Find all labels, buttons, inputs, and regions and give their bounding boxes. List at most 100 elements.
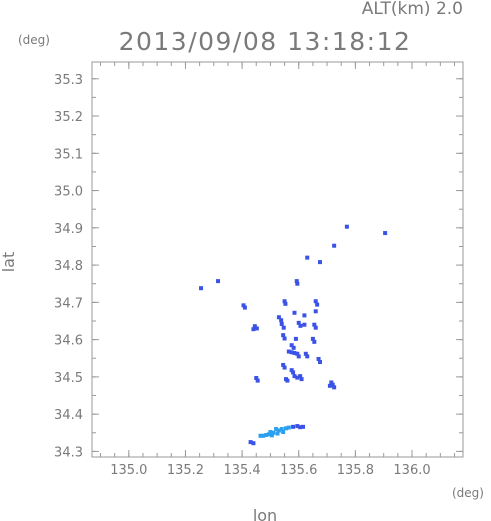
echo-point-39 bbox=[292, 351, 297, 356]
x-unit-label: (deg) bbox=[452, 486, 484, 500]
echo-point-76 bbox=[258, 433, 263, 438]
echo-point-20 bbox=[279, 321, 284, 326]
echo-point-79 bbox=[268, 430, 273, 435]
y-tick-label-5: 34.8 bbox=[54, 259, 83, 274]
x-tick-label-1: 135.2 bbox=[167, 463, 204, 478]
echo-point-75 bbox=[261, 433, 266, 438]
echo-point-26 bbox=[254, 326, 259, 331]
echo-point-52 bbox=[298, 374, 303, 379]
echo-point-31 bbox=[282, 336, 287, 341]
echo-point-19 bbox=[279, 318, 284, 323]
x-tick-label-0: 135.0 bbox=[110, 463, 147, 478]
echo-point-3 bbox=[305, 255, 310, 260]
echo-point-41 bbox=[296, 354, 301, 359]
echo-point-66 bbox=[286, 425, 291, 430]
echo-point-42 bbox=[303, 351, 308, 356]
echo-point-65 bbox=[291, 424, 296, 429]
echo-point-64 bbox=[300, 424, 305, 429]
echo-point-23 bbox=[298, 323, 303, 328]
echo-point-57 bbox=[255, 378, 260, 383]
echo-point-47 bbox=[282, 365, 287, 370]
echo-point-30 bbox=[281, 333, 286, 338]
echo-point-29 bbox=[313, 325, 318, 330]
echo-point-15 bbox=[313, 309, 318, 314]
echo-point-59 bbox=[330, 382, 335, 387]
x-tick-label-5: 136.0 bbox=[393, 463, 430, 478]
echo-point-50 bbox=[292, 374, 297, 379]
echo-point-35 bbox=[289, 343, 294, 348]
echo-point-78 bbox=[283, 426, 288, 431]
echo-point-21 bbox=[281, 325, 286, 330]
echo-point-45 bbox=[317, 359, 322, 364]
echo-point-17 bbox=[302, 313, 307, 318]
echo-point-44 bbox=[316, 356, 321, 361]
echo-point-60 bbox=[327, 383, 332, 388]
y-unit-label: (deg) bbox=[18, 33, 50, 47]
echo-point-37 bbox=[286, 349, 291, 354]
radar-echoes bbox=[199, 224, 388, 446]
echo-point-72 bbox=[269, 433, 274, 438]
echo-point-71 bbox=[271, 430, 276, 435]
x-axis-label: lon bbox=[253, 506, 277, 521]
axis-ticks bbox=[92, 62, 463, 457]
echo-point-10 bbox=[242, 305, 247, 310]
echo-point-27 bbox=[251, 327, 256, 332]
echo-point-43 bbox=[305, 354, 310, 359]
echo-point-38 bbox=[289, 350, 294, 355]
echo-point-73 bbox=[267, 432, 272, 437]
echo-point-58 bbox=[329, 380, 334, 385]
echo-point-56 bbox=[254, 376, 259, 380]
echo-point-11 bbox=[282, 299, 287, 304]
echo-point-25 bbox=[252, 324, 257, 329]
echo-point-68 bbox=[281, 430, 286, 435]
echo-point-32 bbox=[293, 336, 298, 341]
echo-point-1 bbox=[383, 231, 388, 236]
echo-point-49 bbox=[291, 370, 296, 375]
echo-point-62 bbox=[295, 424, 300, 429]
echo-point-8 bbox=[295, 281, 300, 286]
echo-point-77 bbox=[274, 427, 279, 432]
x-tick-label-4: 135.8 bbox=[337, 463, 374, 478]
echo-point-51 bbox=[295, 375, 300, 380]
x-tick-label-3: 135.6 bbox=[280, 463, 317, 478]
echo-point-34 bbox=[312, 339, 317, 344]
echo-point-55 bbox=[285, 378, 290, 383]
echo-point-40 bbox=[295, 351, 300, 356]
echo-point-7 bbox=[294, 279, 299, 284]
y-axis-label: lat bbox=[0, 252, 18, 273]
y-tick-label-3: 34.6 bbox=[54, 334, 83, 349]
echo-point-13 bbox=[313, 299, 318, 304]
echo-point-0 bbox=[344, 224, 349, 229]
altitude-label: ALT(km) 2.0 bbox=[362, 0, 463, 19]
y-tick-label-8: 35.1 bbox=[54, 147, 83, 162]
echo-point-5 bbox=[216, 279, 221, 284]
echo-point-70 bbox=[275, 431, 280, 436]
echo-point-4 bbox=[317, 260, 322, 265]
echo-point-36 bbox=[291, 345, 296, 350]
y-tick-label-4: 34.7 bbox=[54, 296, 83, 311]
echo-point-22 bbox=[296, 320, 301, 325]
echo-point-33 bbox=[310, 336, 315, 341]
echo-point-6 bbox=[199, 286, 204, 291]
echo-point-81 bbox=[251, 441, 256, 446]
y-tick-label-6: 34.9 bbox=[54, 222, 83, 237]
echo-point-67 bbox=[279, 427, 284, 432]
y-tick-label-10: 35.3 bbox=[54, 73, 83, 88]
axis-tick-labels: 135.0 135.2 135.4 135.6 135.8 136.0 34.3 34.4 34… bbox=[54, 73, 431, 478]
echo-point-24 bbox=[302, 322, 307, 327]
plot-frame bbox=[91, 61, 464, 458]
echo-point-63 bbox=[298, 425, 303, 430]
y-tick-label-1: 34.4 bbox=[54, 408, 83, 423]
echo-point-28 bbox=[312, 322, 317, 327]
echo-point-74 bbox=[264, 433, 269, 438]
y-tick-label-2: 34.5 bbox=[54, 371, 83, 386]
echo-point-69 bbox=[276, 428, 281, 433]
echo-point-48 bbox=[289, 368, 294, 373]
echo-point-12 bbox=[283, 301, 288, 306]
y-tick-label-7: 35.0 bbox=[54, 185, 83, 200]
echo-point-61 bbox=[332, 385, 337, 390]
echo-point-14 bbox=[315, 302, 320, 307]
echo-point-18 bbox=[276, 315, 281, 320]
echo-point-46 bbox=[281, 362, 286, 367]
